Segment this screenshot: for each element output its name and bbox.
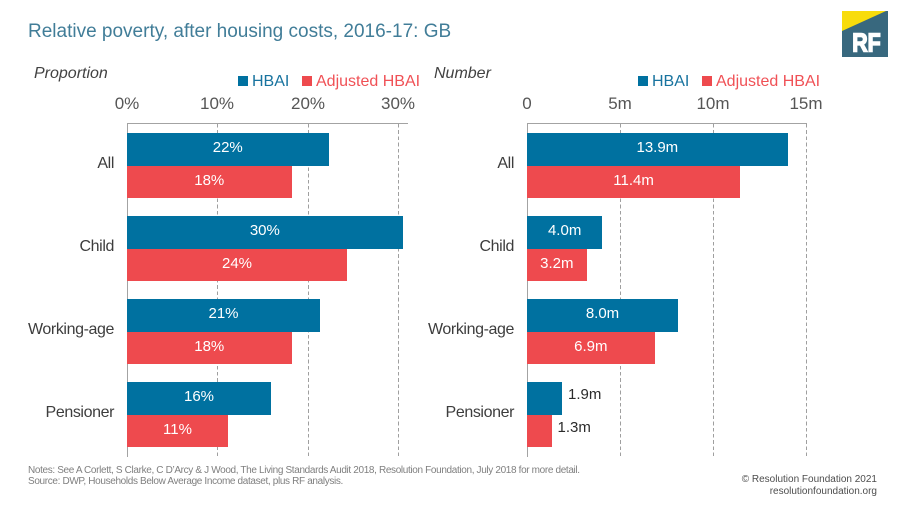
svg-text:RF: RF	[852, 28, 880, 57]
